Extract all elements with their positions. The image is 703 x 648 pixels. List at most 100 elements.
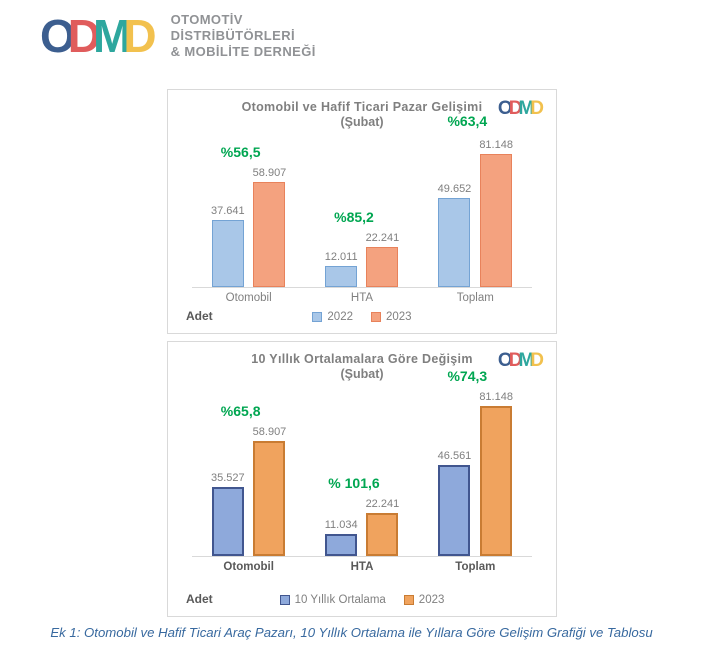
value-label-2023-toplam: 81.148 bbox=[479, 391, 513, 403]
legend-swatch-2023 bbox=[371, 312, 381, 322]
bar-2022-otomobil bbox=[211, 220, 244, 287]
bar-column-2022: 49.652 bbox=[437, 139, 472, 287]
bar-2022-hta bbox=[325, 266, 358, 287]
legend-swatch-10-y-ll-k-ortalama bbox=[279, 595, 290, 605]
bar-column-10-y-ll-k-ortalama: 11.034 bbox=[325, 391, 358, 556]
figure-caption: Ek 1: Otomobil ve Hafif Ticari Araç Paza… bbox=[50, 625, 653, 640]
bar-column-2022: 37.641 bbox=[211, 139, 245, 287]
bar-group-toplam: 49.652 81.148 %63,4 bbox=[421, 113, 529, 287]
chart-subtitle: (Şubat) bbox=[340, 115, 384, 129]
value-label-10-y-ll-k-ortalama-toplam: 46.561 bbox=[437, 450, 472, 462]
logo-letter-d: D bbox=[530, 350, 544, 371]
value-label-10-y-ll-k-ortalama-hta: 11.034 bbox=[324, 519, 358, 531]
percent-change-label-hta: % 101,6 bbox=[328, 475, 380, 491]
logo-letter-m: M bbox=[93, 9, 132, 62]
bar-column-10-y-ll-k-ortalama: 35.527 bbox=[211, 391, 245, 556]
percent-change-label-otomobil: %65,8 bbox=[220, 403, 261, 419]
bar-2023-toplam bbox=[480, 406, 513, 556]
legend-swatch-2022 bbox=[312, 312, 323, 322]
legend-label-10-y-ll-k-ortalama: 10 Yıllık Ortalama bbox=[294, 594, 386, 606]
bar-10-y-ll-k-ortalama-otomobil bbox=[211, 487, 244, 556]
value-label-2023-toplam: 81.148 bbox=[479, 139, 513, 151]
value-label-2023-hta: 22.241 bbox=[365, 498, 400, 510]
legend-item-2022: 2022 bbox=[312, 311, 353, 323]
bar-group-otomobil: 37.641 58.907 %56,5 bbox=[195, 139, 303, 287]
bar-group-otomobil: 35.527 58.907 %65,8 bbox=[195, 391, 303, 556]
logo-letter-o: O bbox=[497, 98, 513, 119]
percent-change-label-toplam: %63,4 bbox=[447, 113, 488, 129]
bar-pair: 46.561 81.148 bbox=[421, 391, 529, 556]
x-axis-labels: Otomobil HTA Toplam bbox=[192, 292, 532, 304]
bar-pair: 35.527 58.907 bbox=[195, 391, 303, 556]
value-label-10-y-ll-k-ortalama-otomobil: 35.527 bbox=[211, 472, 245, 484]
org-line-3: & MOBİLİTE DERNEĞİ bbox=[170, 43, 316, 59]
category-label-toplam: Toplam bbox=[455, 561, 496, 573]
value-label-2022-hta: 12.011 bbox=[324, 251, 358, 263]
bar-pair: 12.011 22.241 bbox=[308, 139, 416, 287]
plot-area: 37.641 58.907 %56,5 12.011 22.241 %85,2 49.652… bbox=[192, 113, 532, 288]
plot-area: 35.527 58.907 %65,8 11.034 22.241 % 101,6 46.5… bbox=[192, 368, 532, 557]
legend-item-2023: 2023 bbox=[403, 594, 445, 606]
organization-name: OTOMOTİV DİSTRİBÜTÖRLERİ & MOBİLİTE DERN… bbox=[171, 12, 316, 60]
x-axis-labels: Otomobil HTA Toplam bbox=[192, 561, 532, 573]
bar-10-y-ll-k-ortalama-hta bbox=[325, 534, 358, 556]
bar-groups: 35.527 58.907 %65,8 11.034 22.241 % 101,6 46.5… bbox=[192, 368, 532, 556]
logo-letter-d: D bbox=[67, 9, 102, 62]
bar-2023-hta bbox=[366, 513, 399, 556]
category-label-hta: HTA bbox=[350, 561, 374, 573]
bar-2022-toplam bbox=[438, 198, 471, 287]
logo-letter-d: D bbox=[123, 9, 157, 62]
bar-2023-otomobil bbox=[253, 441, 286, 556]
chart-card-ten-year-average: 10 Yıllık Ortalamalara Göre Değişim (Şub… bbox=[167, 341, 557, 617]
logo-letter-m: M bbox=[518, 350, 535, 371]
category-label-toplam: Toplam bbox=[456, 292, 494, 304]
value-label-2022-toplam: 49.652 bbox=[437, 183, 472, 195]
percent-change-label-toplam: %74,3 bbox=[447, 368, 488, 384]
value-label-2022-otomobil: 37.641 bbox=[211, 205, 245, 217]
bar-column-2023: 22.241 bbox=[365, 391, 400, 556]
bar-2023-hta bbox=[366, 247, 399, 287]
unit-label: Adet bbox=[186, 592, 213, 606]
category-label-otomobil: Otomobil bbox=[223, 561, 274, 573]
logo-letter-d: D bbox=[508, 350, 523, 371]
unit-label: Adet bbox=[186, 309, 213, 323]
bar-group-hta: 12.011 22.241 %85,2 bbox=[308, 139, 416, 287]
legend-item-2023: 2023 bbox=[371, 311, 412, 323]
value-label-2023-otomobil: 58.907 bbox=[252, 167, 287, 179]
bar-pair: 37.641 58.907 bbox=[195, 139, 303, 287]
org-line-1: OTOMOTİV bbox=[170, 12, 243, 27]
bar-groups: 37.641 58.907 %56,5 12.011 22.241 %85,2 49.652… bbox=[192, 113, 532, 287]
category-label-hta: HTA bbox=[350, 292, 374, 304]
logo-letter-o: O bbox=[40, 9, 76, 62]
value-label-2023-otomobil: 58.907 bbox=[252, 426, 287, 438]
bar-2023-otomobil bbox=[253, 182, 286, 287]
logo-letter-d: D bbox=[508, 98, 523, 119]
chart-subtitle: (Şubat) bbox=[340, 367, 384, 381]
bar-column-2023: 81.148 bbox=[479, 139, 513, 287]
bar-2023-toplam bbox=[480, 154, 513, 287]
bar-group-toplam: 46.561 81.148 %74,3 bbox=[421, 368, 529, 556]
value-label-2023-hta: 22.241 bbox=[365, 232, 400, 244]
bar-column-2023: 58.907 bbox=[252, 139, 287, 287]
bar-column-2023: 58.907 bbox=[252, 391, 287, 556]
legend-label-2023: 2023 bbox=[386, 311, 412, 323]
category-label-otomobil: Otomobil bbox=[225, 292, 272, 304]
bar-column-10-y-ll-k-ortalama: 46.561 bbox=[437, 391, 472, 556]
chart-card-market-growth: Otomobil ve Hafif Ticari Pazar Gelişimi … bbox=[167, 89, 557, 334]
bar-pair: 11.034 22.241 bbox=[308, 391, 416, 556]
legend-label-2022: 2022 bbox=[327, 311, 353, 323]
bar-pair: 49.652 81.148 bbox=[421, 139, 529, 287]
bar-group-hta: 11.034 22.241 % 101,6 bbox=[308, 391, 416, 556]
logo-letter-m: M bbox=[518, 98, 535, 119]
bar-column-2023: 81.148 bbox=[479, 391, 513, 556]
percent-change-label-hta: %85,2 bbox=[334, 209, 374, 225]
chart-footer: Adet 2022 2023 bbox=[184, 304, 540, 325]
bar-10-y-ll-k-ortalama-toplam bbox=[438, 465, 471, 556]
legend-label-2023: 2023 bbox=[418, 594, 445, 606]
org-line-2: DİSTRİBÜTÖRLERİ bbox=[170, 27, 296, 43]
